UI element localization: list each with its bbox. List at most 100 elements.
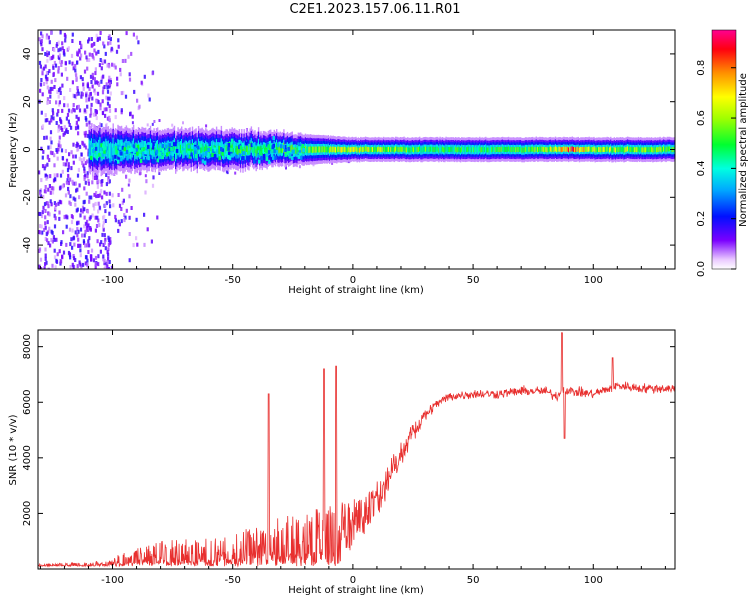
spectrogram-cell	[369, 147, 372, 153]
spectrogram-cell	[141, 152, 145, 156]
spectrogram-cell	[265, 149, 268, 154]
spectrogram-noise-cell	[56, 156, 59, 161]
colorbar-ticks: 0.0 0.2 0.4 0.6 0.8	[696, 60, 736, 277]
spectrogram-cell	[658, 147, 660, 153]
spectrogram-noise-cell	[44, 74, 48, 79]
spectrogram-cell	[267, 150, 271, 155]
spectrogram-noise-cell	[137, 40, 140, 45]
spectrogram-noise-cell	[87, 97, 91, 102]
spectrogram-noise-cell	[88, 120, 91, 125]
spectrogram-cell	[320, 146, 322, 153]
spectrogram-noise-cell	[67, 162, 70, 167]
spectrogram-cell	[372, 147, 374, 152]
spectrogram-noise-cell	[66, 130, 69, 134]
spectrogram-noise-cell	[100, 240, 103, 245]
spectrogram-cell	[551, 147, 553, 153]
spectrogram-noise-cell	[100, 123, 103, 128]
spectrogram-cell	[589, 147, 592, 153]
spectrogram-noise-cell	[96, 91, 100, 96]
spectrogram-noise-cell	[42, 149, 45, 154]
spectrogram-noise-cell	[61, 83, 64, 88]
spectrogram-cell	[155, 144, 158, 153]
spectrogram-cell	[576, 146, 578, 152]
spectrogram-noise-cell	[153, 120, 156, 123]
spectrogram-noise-cell	[76, 187, 79, 192]
spectrogram-noise-cell	[80, 208, 83, 213]
spectrogram-noise-cell	[90, 102, 93, 107]
spectrogram-noise-cell	[40, 110, 43, 115]
spectrogram-cell	[629, 147, 631, 152]
spectrogram-noise-cell	[81, 209, 84, 214]
spectrogram-cell	[404, 147, 406, 153]
spectrogram-cell	[274, 145, 277, 153]
spectrogram-noise-cell	[68, 60, 71, 65]
spectrogram-noise-cell	[97, 100, 100, 105]
spectrogram-cell	[267, 145, 269, 153]
spectrogram-noise-cell	[103, 261, 106, 266]
spectrogram-cell	[453, 147, 456, 153]
spectrogram-noise-cell	[95, 194, 98, 199]
spectrogram-cell	[190, 152, 193, 157]
spectrogram-noise-cell	[83, 224, 86, 229]
spectrogram-cell	[664, 146, 666, 152]
spectrogram-noise-cell	[64, 149, 67, 153]
spectrogram-noise-cell	[44, 221, 47, 226]
spectrogram-cell	[495, 147, 498, 152]
spectrogram-x-label: Height of straight line (km)	[288, 285, 424, 296]
spectrogram-cell	[669, 146, 671, 152]
spectrogram-cell	[298, 149, 302, 154]
spectrogram-noise-cell	[83, 166, 86, 171]
spectrogram-noise-cell	[62, 230, 65, 235]
spectrogram-noise-cell	[49, 130, 53, 135]
spectrogram-noise-cell	[108, 260, 111, 264]
spectrogram-cell	[171, 152, 174, 157]
spectrogram-noise-cell	[105, 95, 108, 100]
spectrogram-noise-cell	[79, 213, 82, 218]
spectrogram-cell	[262, 149, 265, 153]
spectrogram-noise-cell	[80, 152, 83, 157]
spectrogram-noise-cell	[53, 85, 56, 89]
spectrogram-cell	[107, 144, 110, 155]
spectrogram-noise-cell	[43, 166, 46, 171]
spectrogram-noise-cell	[90, 80, 93, 84]
spectrogram-noise-cell	[75, 120, 78, 125]
spectrogram-noise-cell	[95, 191, 98, 195]
spectrogram-cell	[535, 146, 537, 152]
spectrogram-noise-cell	[130, 206, 133, 210]
spectrogram-noise-cell	[40, 39, 43, 43]
spectrogram-cell	[114, 146, 118, 150]
spectrogram-cell	[513, 147, 516, 153]
spectrogram-noise-cell	[46, 97, 49, 101]
spectrogram-noise-cell	[113, 63, 116, 68]
spectrogram-cell	[477, 147, 480, 153]
spectrogram-noise-cell	[92, 203, 95, 208]
spectrogram-noise-cell	[68, 200, 71, 205]
spectrogram-cell	[155, 149, 159, 154]
spectrogram-cell	[485, 146, 487, 152]
spectrogram-noise-cell	[93, 41, 96, 46]
spectrogram-noise-cell	[85, 98, 88, 103]
spectrogram-cell	[367, 146, 369, 152]
spectrogram-noise-cell	[122, 90, 125, 95]
spectrogram-noise-cell	[76, 105, 79, 109]
spectrogram-noise-cell	[226, 171, 229, 175]
spectrogram-cell	[326, 146, 328, 153]
spectrogram-noise-cell	[128, 258, 131, 263]
spectrogram-cell	[218, 145, 220, 154]
spectrogram-noise-cell	[91, 213, 94, 218]
spectrogram-cell	[205, 144, 207, 153]
spectrogram-cell	[617, 147, 619, 153]
spectrogram-cell	[438, 147, 440, 153]
spectrogram-noise-cell	[49, 94, 52, 99]
spectrogram-noise-cell	[72, 256, 76, 261]
spectrogram-noise-cell	[49, 150, 53, 155]
spectrogram-noise-cell	[51, 56, 54, 60]
spectrogram-cell	[640, 146, 642, 152]
spectrogram-noise-cell	[102, 74, 105, 79]
spectrogram-cell	[252, 142, 255, 147]
spectrogram-cell	[236, 146, 238, 155]
spectrogram-noise-cell	[39, 212, 42, 216]
spectrogram-cell	[616, 146, 618, 152]
spectrogram-marks	[38, 30, 675, 269]
spectrogram-noise-cell	[117, 228, 120, 233]
